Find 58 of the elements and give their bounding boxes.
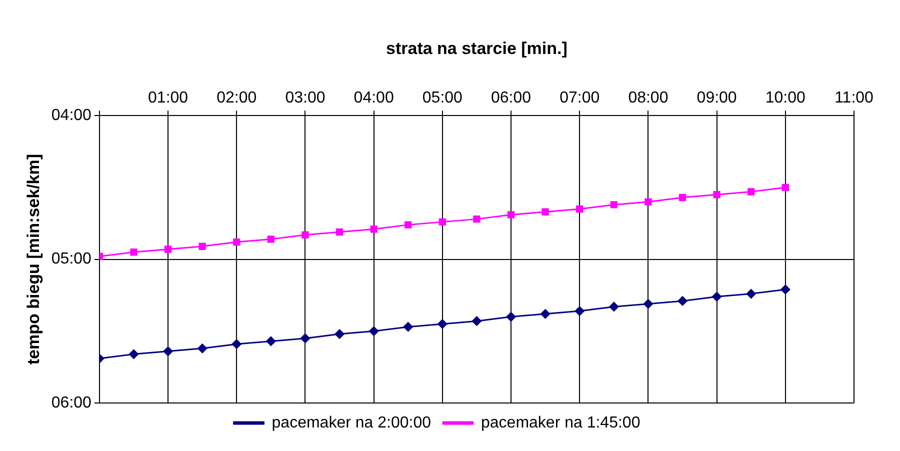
y-axis-title: tempo biegu [min:sek/km]	[24, 154, 43, 365]
point	[438, 319, 448, 329]
point	[130, 248, 138, 256]
point	[748, 188, 755, 196]
point	[404, 221, 412, 228]
x-tick-label: 11:00	[834, 89, 874, 106]
x-tick-label: 10:00	[765, 89, 806, 106]
x-tick-label: 05:00	[422, 89, 463, 106]
point	[712, 292, 722, 302]
point	[780, 284, 790, 294]
point	[610, 201, 618, 208]
point	[713, 191, 720, 198]
y-tick-label: 06:00	[51, 394, 92, 412]
x-tick-label: 07:00	[560, 89, 600, 106]
point	[542, 208, 549, 216]
point	[267, 236, 275, 243]
point	[164, 246, 172, 253]
point	[334, 329, 344, 339]
point	[574, 306, 584, 316]
y-tick-label: 04:00	[51, 107, 92, 124]
point	[540, 309, 550, 319]
point	[473, 215, 480, 223]
point	[300, 334, 310, 344]
point	[336, 228, 344, 236]
point	[609, 302, 619, 312]
x-tick-label: 01:00	[148, 89, 188, 106]
point	[782, 184, 789, 192]
point	[369, 326, 379, 336]
point	[266, 336, 276, 346]
point	[643, 299, 653, 309]
x-tick-label: 06:00	[490, 89, 532, 106]
point	[678, 296, 688, 306]
point	[746, 289, 756, 299]
point	[403, 322, 413, 332]
point	[507, 211, 515, 218]
point	[198, 344, 208, 354]
point	[576, 205, 584, 213]
point	[128, 349, 138, 359]
point	[163, 346, 173, 356]
legend-label: pacemaker na 2:00:00	[272, 414, 432, 432]
x-tick-label: 03:00	[285, 89, 326, 106]
point	[506, 312, 516, 322]
point	[472, 316, 482, 326]
point	[438, 218, 446, 226]
legend-label: pacemaker na 1:45:00	[481, 414, 640, 432]
point	[302, 231, 309, 238]
x-tick-label: 08:00	[628, 89, 668, 106]
point	[678, 194, 686, 202]
point	[644, 198, 652, 206]
x-tick-label: 02:00	[216, 89, 257, 106]
point	[233, 238, 240, 246]
point	[198, 242, 206, 250]
x-tick-label: 09:00	[696, 89, 737, 106]
x-axis-title: strata na starcie [min.]	[386, 38, 568, 58]
point	[232, 339, 242, 349]
y-tick-label: 05:00	[51, 250, 92, 268]
point	[370, 226, 378, 233]
x-tick-label: 04:00	[354, 89, 394, 106]
